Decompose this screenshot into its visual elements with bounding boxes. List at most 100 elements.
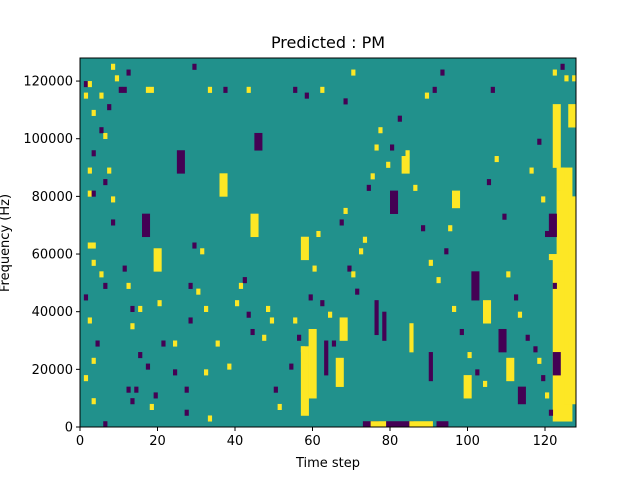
heatmap-cell xyxy=(91,357,96,364)
heatmap-cell xyxy=(204,369,209,376)
heatmap-cell xyxy=(533,346,538,353)
heatmap-cell xyxy=(95,340,100,347)
heatmap-cell xyxy=(541,196,546,203)
heatmap-cell xyxy=(262,334,267,341)
heatmap-cell xyxy=(432,86,437,93)
heatmap-cell xyxy=(126,69,131,76)
heatmap-cell-block xyxy=(386,421,414,428)
x-tick-label: 120 xyxy=(533,434,558,449)
y-tick-label: 100000 xyxy=(23,132,73,147)
heatmap-cell xyxy=(273,386,278,393)
heatmap-cell-block xyxy=(142,213,151,238)
y-axis: 0 20000 40000 60000 80000 100000 120000 xyxy=(23,75,80,436)
chart-title: Predicted : PM xyxy=(271,33,385,52)
heatmap-cell xyxy=(397,115,402,122)
heatmap-cell xyxy=(269,317,275,324)
heatmap-cell xyxy=(91,109,96,116)
y-tick-label: 60000 xyxy=(32,248,73,263)
heatmap-cell xyxy=(188,282,193,289)
heatmap-cell-block xyxy=(552,254,561,422)
heatmap-cell xyxy=(537,138,542,145)
heatmap-cell xyxy=(87,190,92,197)
y-tick-label: 80000 xyxy=(32,190,73,205)
heatmap-cell xyxy=(126,386,131,393)
heatmap-cell xyxy=(215,340,220,347)
x-axis-label: Time step xyxy=(295,456,360,471)
heatmap-cell xyxy=(99,127,104,134)
heatmap-cell xyxy=(107,167,112,174)
heatmap-cell xyxy=(99,271,104,278)
plot-frame xyxy=(79,57,577,428)
x-tick-label: 0 xyxy=(76,434,84,449)
heatmap-cell xyxy=(366,184,371,191)
plot-area xyxy=(79,57,577,428)
heatmap-cell xyxy=(246,86,251,93)
y-tick-label: 40000 xyxy=(32,305,73,320)
heatmap-cell xyxy=(308,294,313,301)
heatmap-cell xyxy=(114,75,120,82)
heatmap-cell xyxy=(424,92,430,99)
heatmap-cell-block xyxy=(436,421,449,428)
heatmap-cell-block xyxy=(409,323,414,353)
heatmap-cell xyxy=(246,311,251,318)
heatmap-cell xyxy=(362,236,368,243)
heatmap-cell-block xyxy=(324,340,329,376)
heatmap-cell xyxy=(238,282,244,289)
heatmap-cell xyxy=(452,305,457,312)
heatmap-cell xyxy=(320,86,325,93)
heatmap-cell xyxy=(250,328,255,336)
heatmap-cell xyxy=(277,403,282,411)
heatmap-cell-block xyxy=(428,352,433,382)
heatmap-cell xyxy=(405,150,410,157)
heatmap-cell xyxy=(545,392,550,399)
heatmap-cell-block xyxy=(219,173,228,197)
heatmap-cell xyxy=(413,184,418,191)
heatmap-cell xyxy=(351,271,356,278)
heatmap-cell xyxy=(145,86,151,93)
heatmap-cell-block xyxy=(552,352,561,376)
heatmap-cell xyxy=(99,92,104,99)
heatmap-cell xyxy=(331,340,337,347)
heatmap-cell xyxy=(83,92,89,99)
heatmap-cell xyxy=(459,328,464,336)
heatmap-cell xyxy=(184,409,189,416)
heatmap-cell-block xyxy=(568,340,577,370)
heatmap-cell xyxy=(300,346,306,353)
heatmap-cell xyxy=(103,421,108,428)
heatmap-cell-block xyxy=(382,311,387,341)
heatmap-cell xyxy=(161,340,166,347)
heatmap-cell xyxy=(343,98,348,105)
heatmap-cell xyxy=(192,63,197,70)
heatmap-cell xyxy=(339,219,344,226)
heatmap-cell xyxy=(428,259,433,266)
heatmap-cell xyxy=(548,254,554,261)
heatmap-cell xyxy=(490,86,495,93)
heatmap-cell-block xyxy=(556,190,569,272)
heatmap-cell xyxy=(130,323,135,330)
heatmap-cell xyxy=(122,265,127,272)
heatmap-cell xyxy=(103,179,108,186)
heatmap-cell xyxy=(343,207,348,214)
heatmap-cell xyxy=(223,86,228,93)
heatmap-cell xyxy=(235,300,240,307)
heatmap-cell xyxy=(517,311,523,318)
heatmap-cell xyxy=(196,288,201,295)
heatmap-cell xyxy=(173,340,178,347)
x-tick-label: 100 xyxy=(455,434,480,449)
heatmap-cell xyxy=(91,190,96,197)
heatmap-cell xyxy=(328,311,333,318)
heatmap-cell-block xyxy=(401,156,410,174)
heatmap-cell xyxy=(506,271,511,278)
heatmap-cell xyxy=(138,305,143,312)
heatmap-cell xyxy=(134,386,139,393)
heatmap-cell xyxy=(130,305,135,312)
heatmap-cell xyxy=(149,403,154,411)
x-axis: 0 20 40 60 80 100 120 xyxy=(76,427,558,449)
heatmap-cell xyxy=(374,144,379,151)
heatmap-cell-block xyxy=(339,317,348,341)
heatmap-cell xyxy=(293,317,298,324)
heatmap-cell xyxy=(83,375,89,382)
y-tick-label: 20000 xyxy=(32,363,73,378)
x-tick-label: 60 xyxy=(304,434,321,449)
heatmap-cell xyxy=(111,196,116,203)
